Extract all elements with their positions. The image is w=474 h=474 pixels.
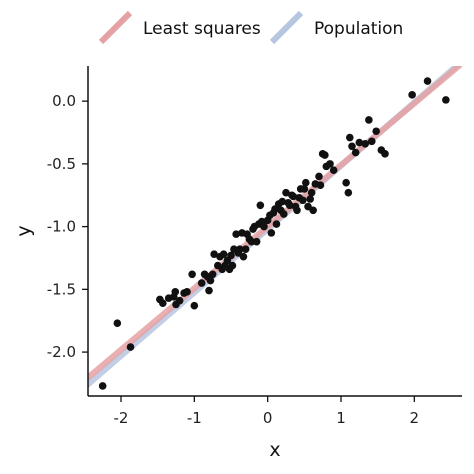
data-point [307,188,316,197]
y-tick-label: -0.5 [47,155,76,173]
data-point [300,185,309,193]
y-tick-label: -1.5 [47,280,76,298]
data-point [232,230,240,238]
data-point [256,201,265,210]
x-tick-label: 2 [410,409,420,427]
x-axis-title: x [269,439,280,461]
data-point [372,127,381,136]
data-point [355,138,364,147]
data-point [342,178,350,187]
data-point [159,299,167,307]
data-point [365,116,373,124]
data-point [126,343,135,351]
data-point [299,196,307,205]
x-axis-ticks: -2 -1 0 1 2 [114,396,420,427]
data-point [289,192,298,201]
legend-key-least-squares [98,10,133,45]
data-point [329,166,338,174]
data-point [346,133,354,142]
data-point [321,151,329,159]
data-point [278,197,287,206]
data-point [236,245,244,253]
x-tick-label: 0 [263,409,273,427]
y-tick-label: 0.0 [52,92,76,110]
x-tick-label: -2 [114,409,129,427]
data-point [205,286,213,295]
y-tick-label: -1.0 [47,218,76,236]
data-point [306,195,315,203]
data-point [381,150,389,158]
data-point [351,148,360,157]
data-point [228,261,237,270]
legend-label-least-squares: Least squares [143,19,261,39]
data-point [344,188,353,197]
line-least-squares [88,66,462,382]
data-point [423,77,432,85]
data-point [183,288,191,296]
data-point [197,279,206,287]
data-point [272,220,281,228]
data-point [171,288,180,296]
data-point [267,229,276,237]
data-point [285,201,294,210]
data-point [239,252,248,261]
data-point [260,222,268,231]
data-point [219,250,228,259]
data-point [316,181,325,190]
data-point [241,245,250,253]
data-point [188,270,196,279]
y-tick-label: -2.0 [47,343,76,361]
legend: Least squares Population [98,10,403,45]
legend-label-population: Population [314,19,403,39]
data-point [361,139,370,148]
data-points [98,77,450,390]
data-point [348,142,356,151]
data-point [326,160,334,168]
y-axis-title: y [13,225,35,236]
data-point [252,237,261,246]
data-point [210,250,218,259]
data-point [282,188,290,197]
data-point [368,137,376,146]
data-point [206,276,215,285]
data-point [98,382,107,390]
data-point [408,91,416,99]
x-tick-label: 1 [336,409,346,427]
data-point [293,206,301,215]
data-point [208,270,217,279]
data-point [302,178,310,187]
data-point [113,319,122,328]
data-point [190,301,199,310]
data-point [315,172,323,181]
data-point [227,251,235,260]
x-tick-label: -1 [187,409,202,427]
data-point [442,96,450,104]
data-point [309,206,317,215]
data-point [175,296,184,305]
legend-key-population [269,10,304,45]
y-axis-ticks: 0.0 -0.5 -1.0 -1.5 -2.0 [47,92,88,361]
data-point [280,210,288,218]
